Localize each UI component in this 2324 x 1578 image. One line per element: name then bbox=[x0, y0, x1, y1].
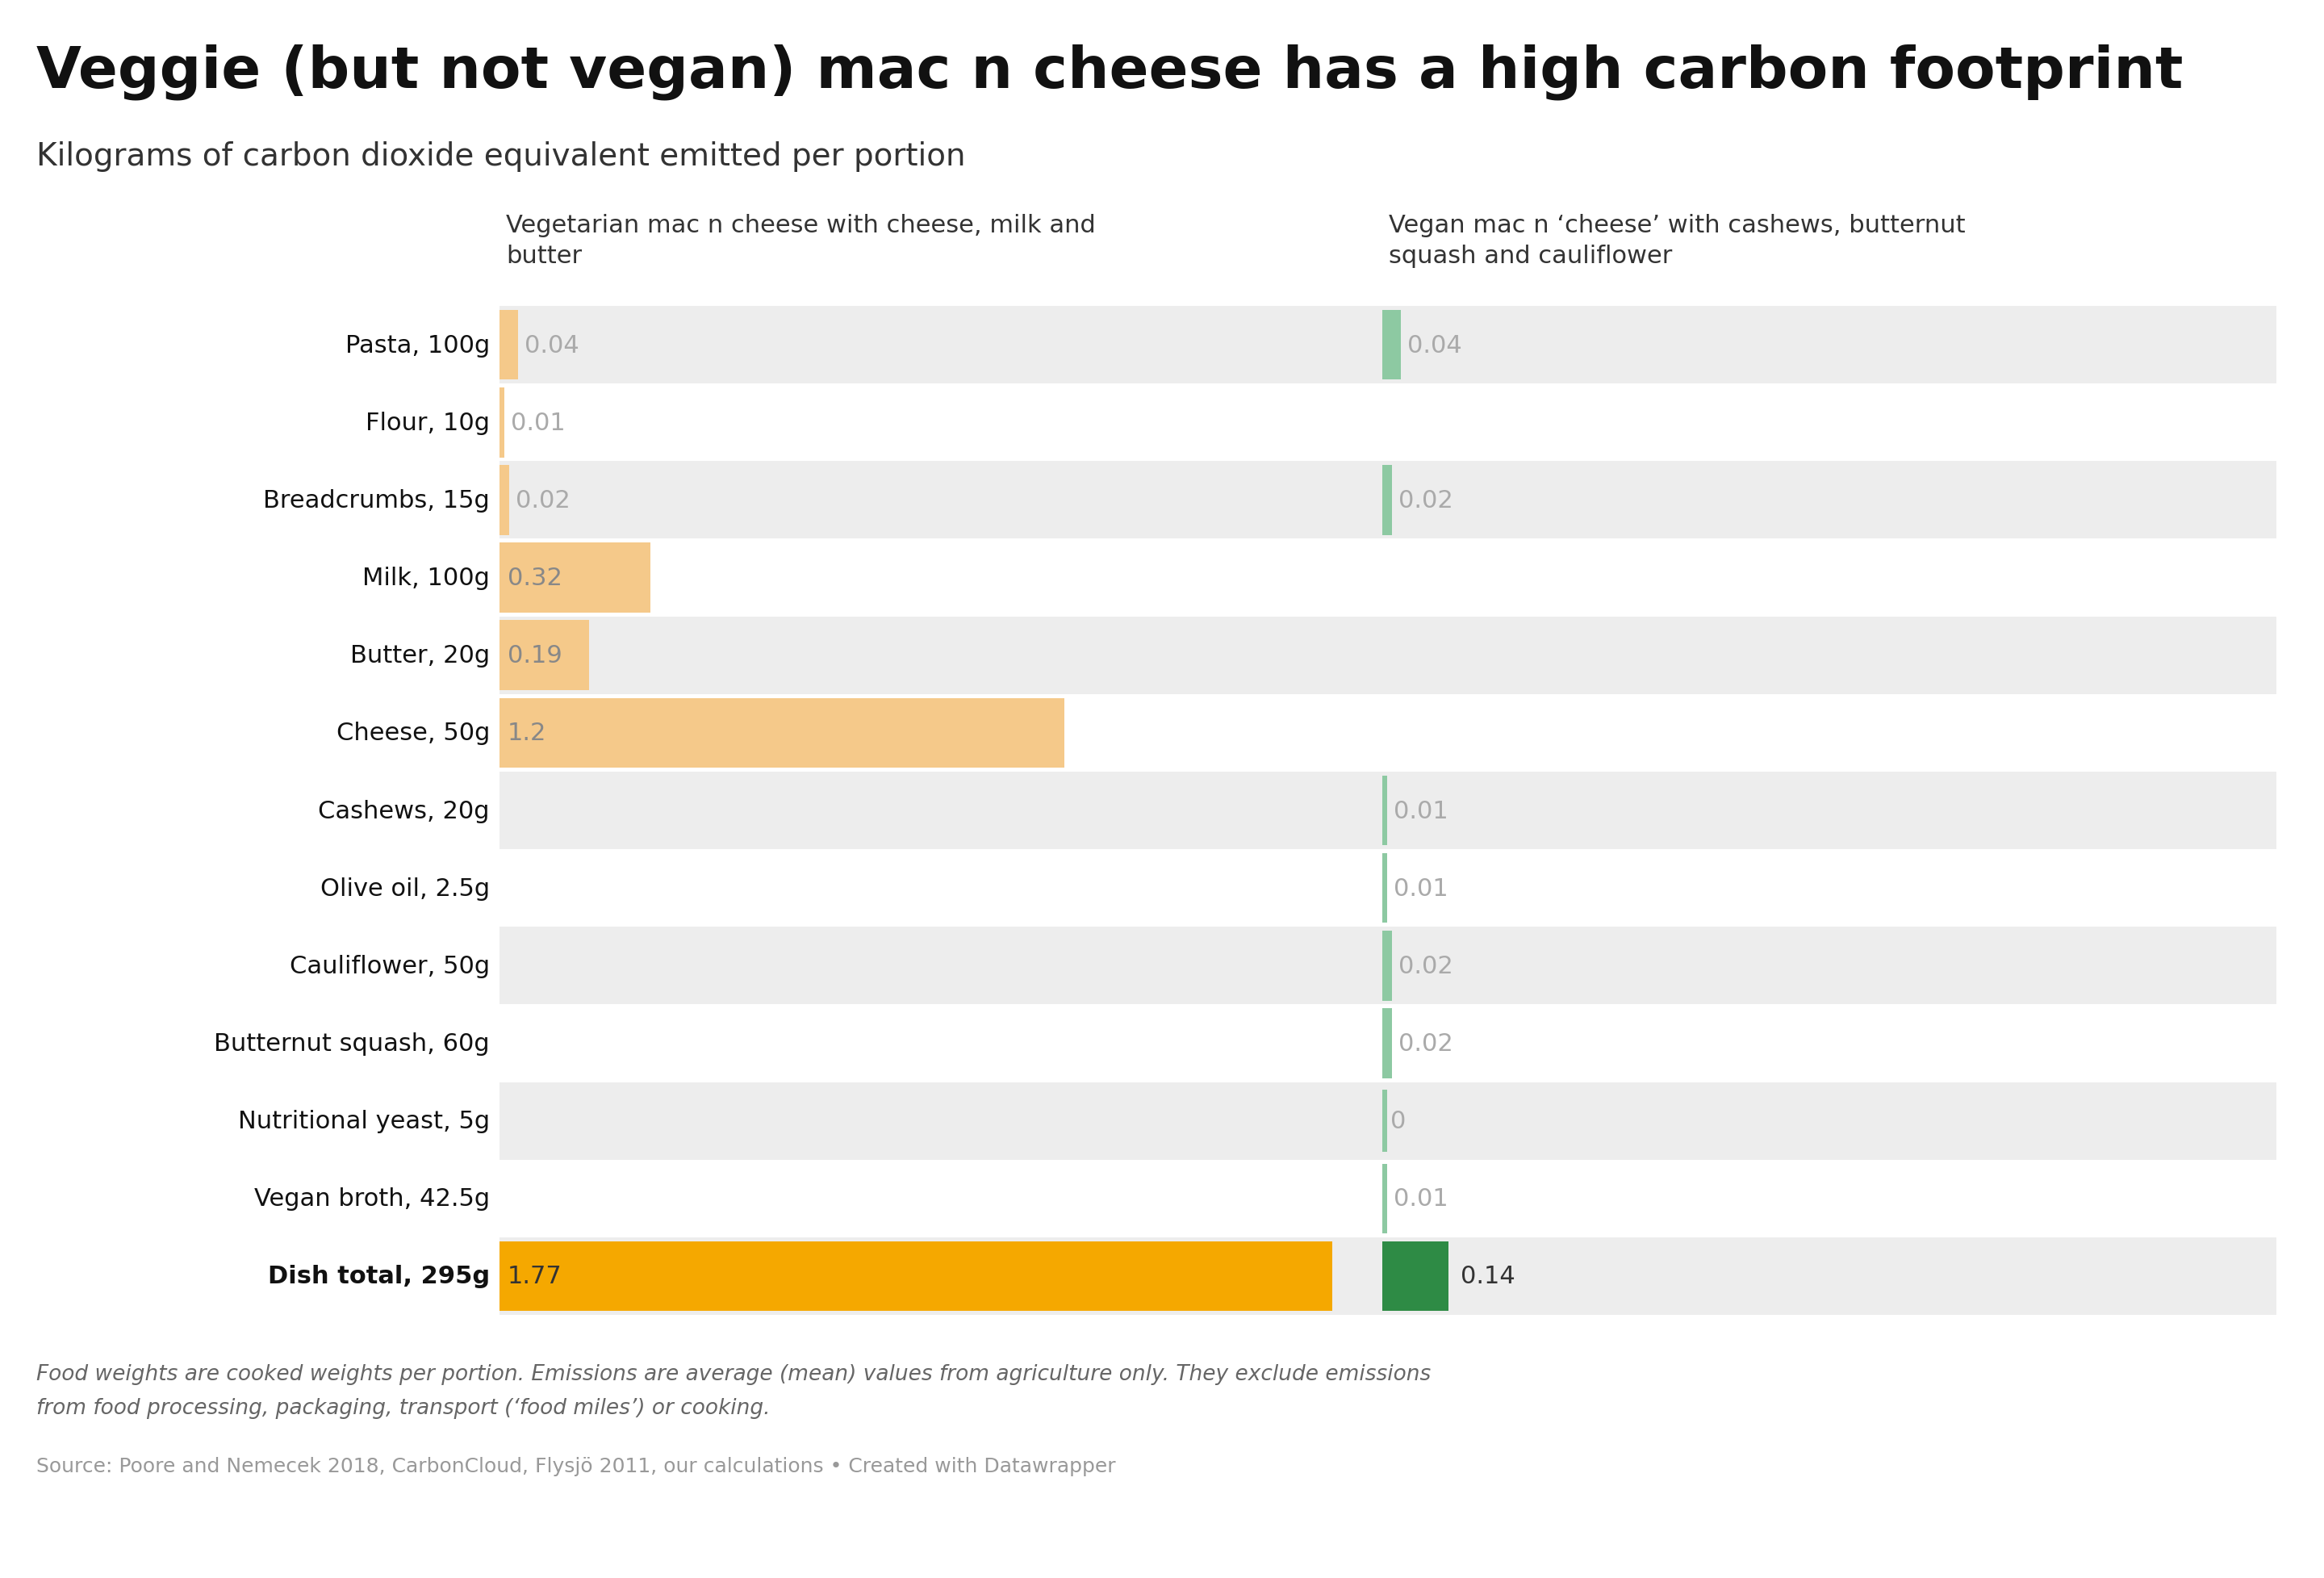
Bar bbox=[1383, 776, 1387, 846]
Text: 0.19: 0.19 bbox=[507, 644, 562, 667]
Bar bbox=[500, 391, 504, 454]
Bar bbox=[500, 849, 1394, 928]
Bar bbox=[1383, 1083, 2278, 1160]
Text: Dish total, 295g: Dish total, 295g bbox=[267, 1264, 490, 1288]
Bar bbox=[1383, 470, 1387, 532]
Bar bbox=[1383, 772, 2278, 849]
Text: 0.04: 0.04 bbox=[525, 333, 579, 357]
Bar bbox=[1383, 857, 1387, 920]
Bar bbox=[500, 383, 1394, 462]
Bar bbox=[500, 620, 588, 691]
Bar bbox=[500, 694, 1394, 772]
Bar bbox=[1383, 1090, 1387, 1152]
Bar bbox=[1383, 1163, 1387, 1234]
Bar bbox=[1383, 1168, 1387, 1229]
Bar bbox=[500, 1237, 1394, 1314]
Text: Food weights are cooked weights per portion. Emissions are average (mean) values: Food weights are cooked weights per port… bbox=[37, 1363, 1432, 1384]
Bar bbox=[500, 699, 1064, 768]
Bar bbox=[1383, 462, 2278, 540]
Text: Cauliflower, 50g: Cauliflower, 50g bbox=[290, 955, 490, 978]
Bar bbox=[1383, 617, 2278, 694]
Text: Milk, 100g: Milk, 100g bbox=[363, 567, 490, 590]
Bar bbox=[1383, 311, 1401, 380]
Bar bbox=[500, 306, 1394, 383]
Text: 0: 0 bbox=[1390, 1109, 1406, 1133]
Text: Butternut squash, 60g: Butternut squash, 60g bbox=[214, 1032, 490, 1056]
Bar bbox=[500, 311, 518, 380]
Bar bbox=[1383, 780, 1387, 841]
Bar bbox=[1383, 931, 1392, 1000]
Bar bbox=[500, 543, 651, 612]
Bar bbox=[500, 928, 1394, 1005]
Text: 0.02: 0.02 bbox=[1399, 489, 1452, 513]
Bar bbox=[1383, 1013, 1387, 1075]
Text: from food processing, packaging, transport (‘food miles’) or cooking.: from food processing, packaging, transpo… bbox=[37, 1397, 769, 1419]
Text: Source: Poore and Nemecek 2018, CarbonCloud, Flysjö 2011, our calculations • Cre: Source: Poore and Nemecek 2018, CarbonCl… bbox=[37, 1456, 1116, 1475]
Text: Pasta, 100g: Pasta, 100g bbox=[346, 333, 490, 357]
Text: Vegetarian mac n cheese with cheese, milk and
butter: Vegetarian mac n cheese with cheese, mil… bbox=[507, 213, 1095, 268]
Bar bbox=[1383, 1008, 1392, 1078]
Bar bbox=[500, 617, 1394, 694]
Text: 0.32: 0.32 bbox=[507, 567, 562, 590]
Text: 1.77: 1.77 bbox=[507, 1264, 562, 1288]
Text: 0.01: 0.01 bbox=[511, 412, 565, 434]
Bar bbox=[1383, 1005, 2278, 1083]
Bar bbox=[500, 466, 509, 535]
Bar bbox=[1383, 854, 1387, 923]
Text: 0.01: 0.01 bbox=[1394, 1187, 1448, 1210]
Text: Veggie (but not vegan) mac n cheese has a high carbon footprint: Veggie (but not vegan) mac n cheese has … bbox=[37, 44, 2182, 101]
Bar bbox=[1383, 1237, 2278, 1314]
Bar bbox=[1383, 1160, 2278, 1237]
Text: Flour, 10g: Flour, 10g bbox=[365, 412, 490, 434]
Text: 0.04: 0.04 bbox=[1408, 333, 1462, 357]
Bar bbox=[1383, 928, 2278, 1005]
Bar bbox=[500, 462, 1394, 540]
Bar bbox=[1383, 306, 2278, 383]
Text: Cheese, 50g: Cheese, 50g bbox=[337, 721, 490, 745]
Bar bbox=[1383, 934, 1387, 997]
Text: Breadcrumbs, 15g: Breadcrumbs, 15g bbox=[263, 489, 490, 513]
Bar bbox=[500, 470, 504, 532]
Text: Nutritional yeast, 5g: Nutritional yeast, 5g bbox=[237, 1109, 490, 1133]
Text: Cashews, 20g: Cashews, 20g bbox=[318, 798, 490, 822]
Text: Olive oil, 2.5g: Olive oil, 2.5g bbox=[321, 877, 490, 899]
Bar bbox=[500, 772, 1394, 849]
Bar bbox=[1383, 383, 2278, 462]
Bar bbox=[1383, 466, 1392, 535]
Text: Kilograms of carbon dioxide equivalent emitted per portion: Kilograms of carbon dioxide equivalent e… bbox=[37, 140, 964, 172]
Bar bbox=[1383, 694, 2278, 772]
Text: 0.02: 0.02 bbox=[1399, 955, 1452, 978]
Text: 0.01: 0.01 bbox=[1394, 798, 1448, 822]
Text: 0.02: 0.02 bbox=[1399, 1032, 1452, 1056]
Bar bbox=[500, 388, 504, 458]
Text: 1.2: 1.2 bbox=[507, 721, 546, 745]
Bar bbox=[1383, 849, 2278, 928]
Bar bbox=[500, 1083, 1394, 1160]
Bar bbox=[500, 1160, 1394, 1237]
Bar bbox=[1383, 540, 2278, 617]
Bar bbox=[1383, 1242, 1448, 1311]
Text: Butter, 20g: Butter, 20g bbox=[351, 644, 490, 667]
Text: 0.02: 0.02 bbox=[516, 489, 569, 513]
Bar bbox=[500, 1242, 1332, 1311]
Bar bbox=[500, 540, 1394, 617]
Text: Vegan broth, 42.5g: Vegan broth, 42.5g bbox=[253, 1187, 490, 1210]
Bar bbox=[500, 1005, 1394, 1083]
Text: 0.14: 0.14 bbox=[1459, 1264, 1515, 1288]
Text: 0.01: 0.01 bbox=[1394, 877, 1448, 899]
Text: Vegan mac n ‘cheese’ with cashews, butternut
squash and cauliflower: Vegan mac n ‘cheese’ with cashews, butte… bbox=[1390, 213, 1966, 268]
